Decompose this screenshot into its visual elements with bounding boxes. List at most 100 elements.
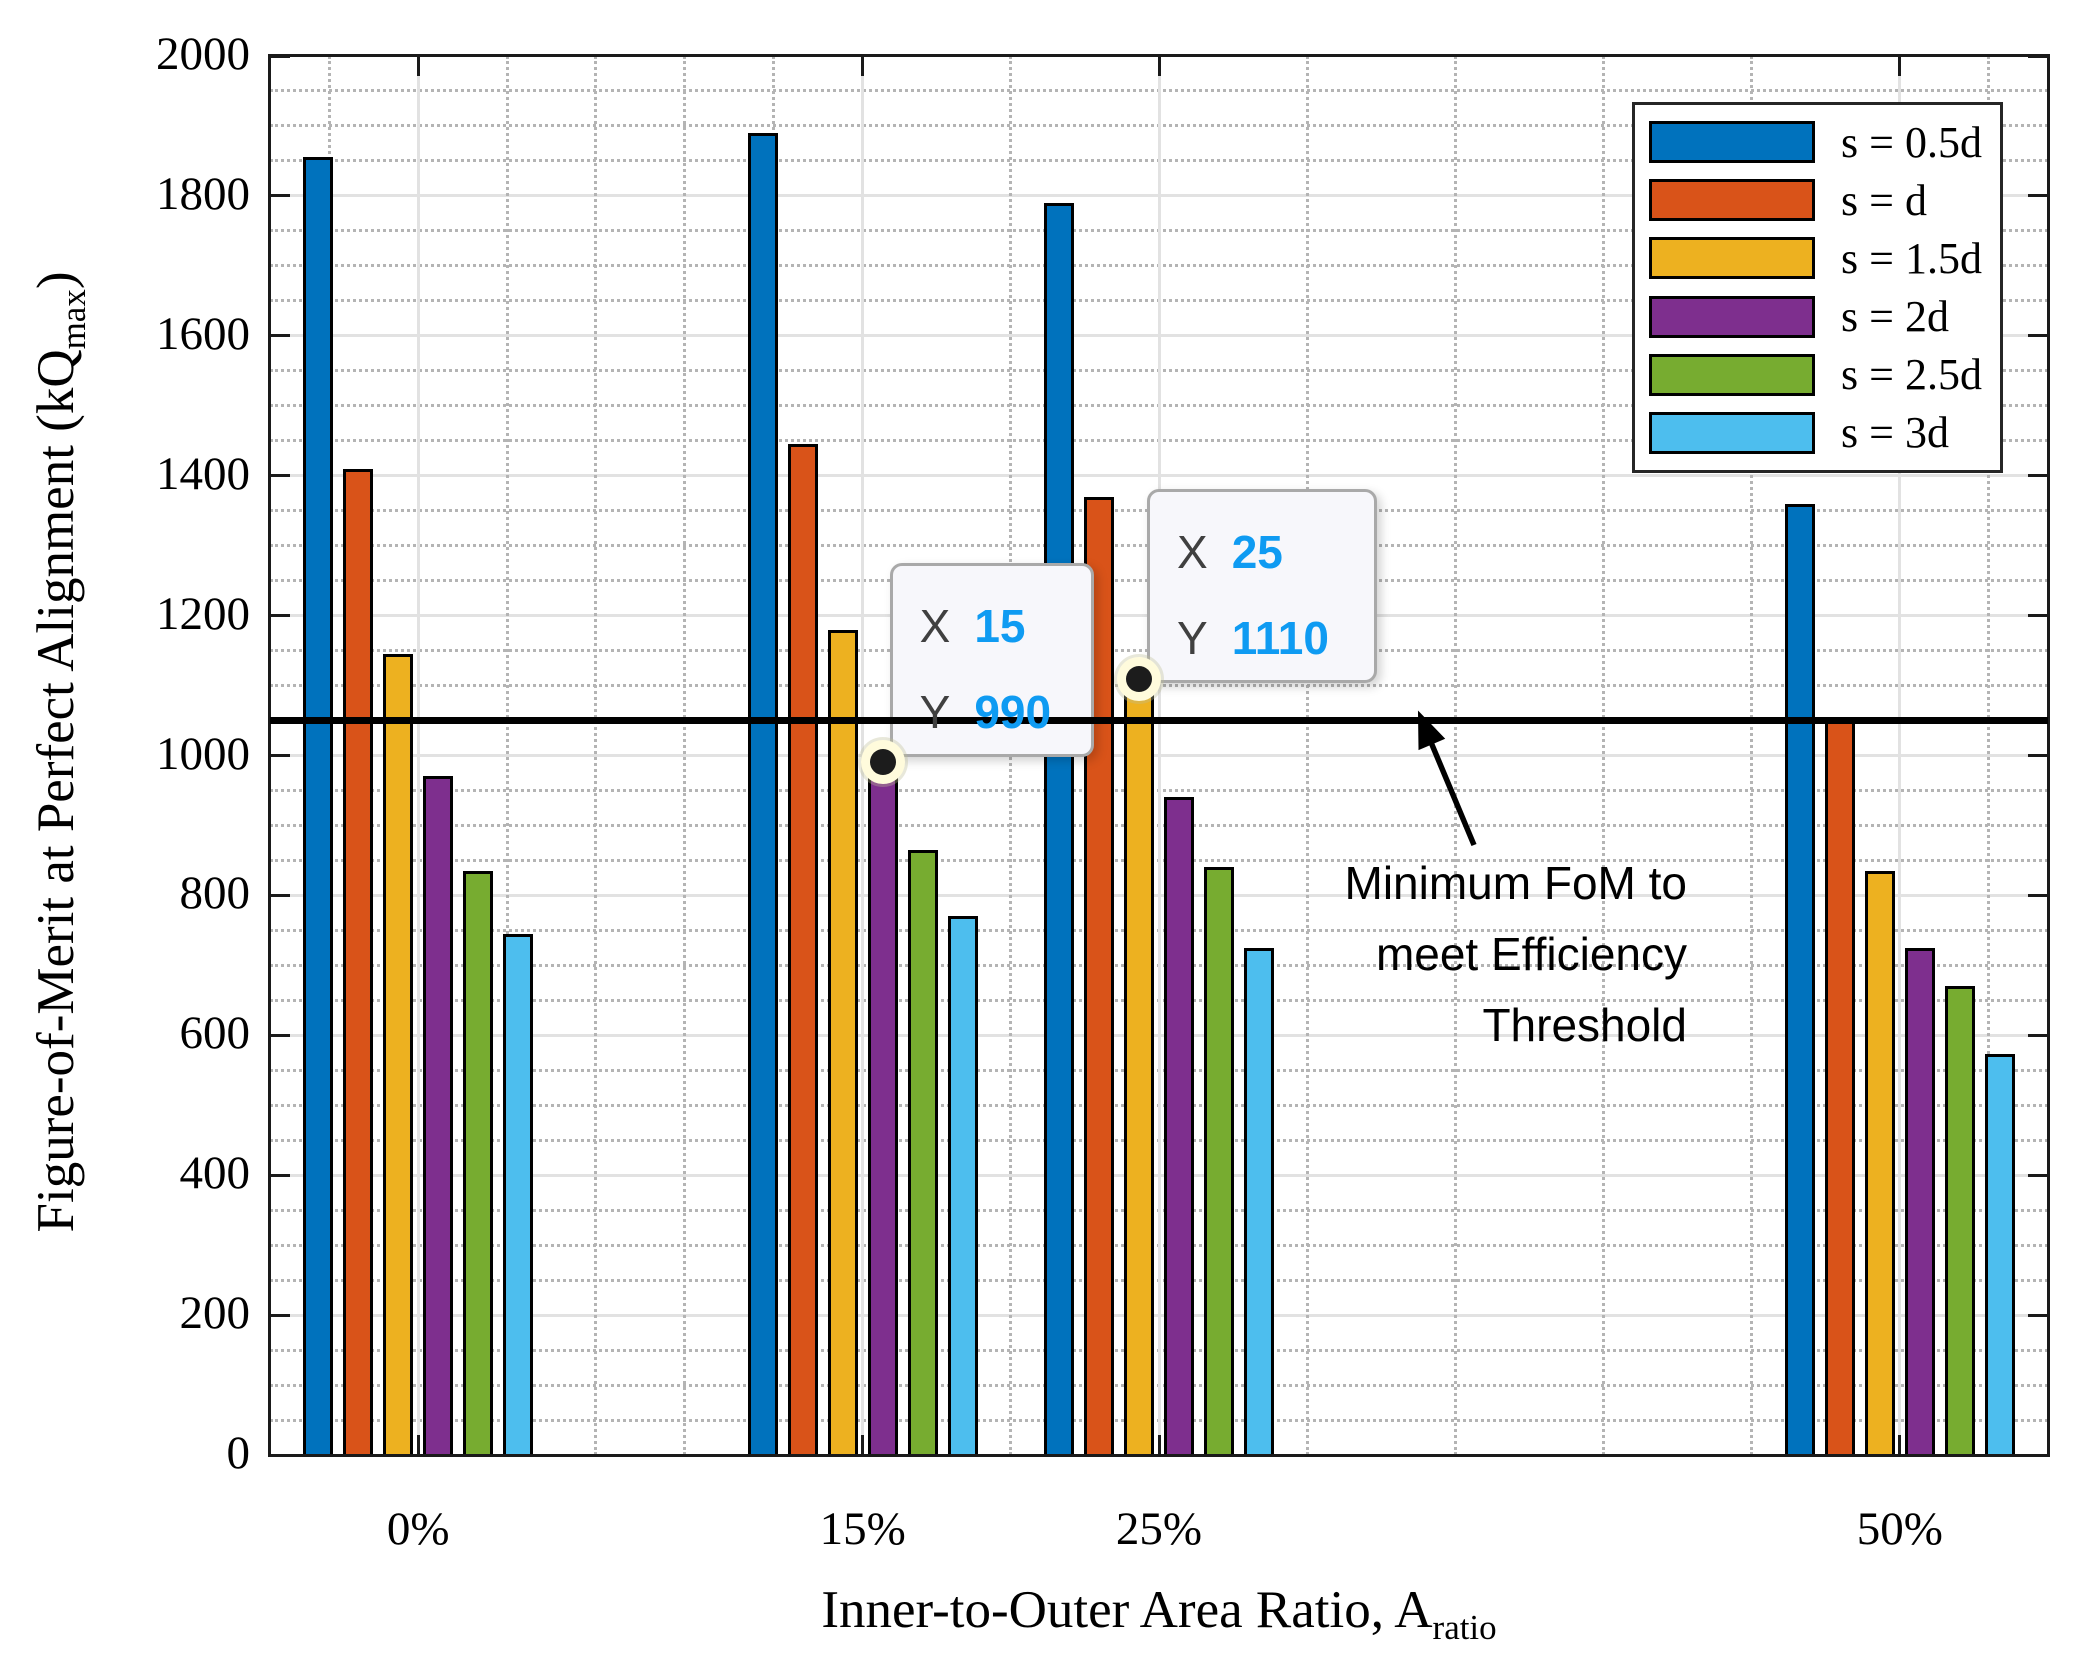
y-tick-left bbox=[270, 1453, 290, 1457]
y-tick-right bbox=[2028, 54, 2048, 58]
y-tick-right bbox=[2028, 1173, 2048, 1177]
y-tick-label: 400 bbox=[179, 1147, 251, 1200]
y-gridline-minor bbox=[270, 1103, 2048, 1107]
x-axis-label-subscript: ratio bbox=[1432, 1607, 1497, 1647]
datatip-value: 15 bbox=[974, 600, 1026, 653]
y-tick-right bbox=[2028, 1313, 2048, 1317]
datatip-2-text: X 25 Y 1110 bbox=[1147, 489, 1377, 683]
y-tick-left bbox=[270, 334, 290, 338]
y-gridline-minor bbox=[270, 1068, 2048, 1072]
bar-s=0.5d-25%[interactable] bbox=[1044, 202, 1074, 1457]
y-tick-left bbox=[270, 54, 290, 58]
legend-swatch bbox=[1649, 179, 1815, 222]
y-tick-right bbox=[2028, 1033, 2048, 1037]
y-tick-right bbox=[2028, 194, 2048, 198]
x-tick-label: 50% bbox=[1856, 1503, 1943, 1555]
bar-s=2d-50%[interactable] bbox=[1904, 947, 1935, 1457]
bar-s=2.5d-0%[interactable] bbox=[463, 870, 494, 1457]
bar-s=1.5d-15%[interactable] bbox=[827, 629, 858, 1457]
bar-s=d-15%[interactable] bbox=[787, 444, 818, 1457]
x-tick-label: 15% bbox=[819, 1503, 906, 1555]
y-gridline-minor bbox=[270, 1208, 2048, 1212]
bar-s=0.5d-50%[interactable] bbox=[1784, 503, 1815, 1457]
annotation-line-3: Threshold bbox=[1482, 999, 1687, 1051]
legend-swatch bbox=[1649, 121, 1815, 164]
y-gridline-minor bbox=[270, 963, 2048, 967]
y-tick-left bbox=[270, 1313, 290, 1317]
datatip-1-marker[interactable] bbox=[869, 749, 896, 776]
x-gridline-minor bbox=[594, 56, 598, 1455]
bar-s=3d-25%[interactable] bbox=[1244, 947, 1274, 1457]
datatip-2-row-0: X 25 bbox=[1177, 529, 1377, 575]
datatip-2-row-1: Y 1110 bbox=[1177, 615, 1377, 661]
y-tick-label: 600 bbox=[179, 1007, 251, 1060]
bar-s=3d-50%[interactable] bbox=[1984, 1054, 2015, 1457]
y-tick-right bbox=[2028, 754, 2048, 757]
bar-s=3d-0%[interactable] bbox=[503, 933, 534, 1457]
bar-s=2.5d-25%[interactable] bbox=[1204, 867, 1234, 1457]
y-gridline-major bbox=[270, 1173, 2048, 1177]
bar-s=2.5d-15%[interactable] bbox=[907, 849, 938, 1457]
x-gridline-major bbox=[1157, 56, 1161, 1455]
x-tick-top bbox=[1157, 56, 1161, 76]
datatip-2-marker[interactable] bbox=[1126, 665, 1152, 692]
x-tick-top bbox=[416, 56, 420, 76]
x-gridline-minor bbox=[1305, 56, 1309, 1455]
x-axis-label: Inner-to-Outer Area Ratio, Aratio bbox=[821, 1580, 1496, 1648]
bar-s=0.5d-15%[interactable] bbox=[747, 132, 778, 1457]
y-gridline-major bbox=[270, 1313, 2048, 1317]
y-tick-label: 1200 bbox=[156, 587, 250, 640]
y-tick-left bbox=[270, 614, 290, 618]
y-gridline-minor bbox=[270, 1383, 2048, 1387]
legend-item-2: s = 1.5d bbox=[1649, 233, 1994, 284]
bar-s=1.5d-0%[interactable] bbox=[383, 654, 414, 1457]
datatip-1-text: X 15 Y 990 bbox=[890, 563, 1094, 757]
datatip-1-row-1: Y 990 bbox=[920, 689, 1094, 735]
x-tick-label: 25% bbox=[1115, 1503, 1203, 1555]
bar-s=3d-15%[interactable] bbox=[947, 916, 978, 1457]
y-gridline-minor bbox=[270, 858, 2048, 862]
y-tick-right bbox=[2028, 614, 2048, 618]
datatip-1-row-0: X 15 bbox=[920, 603, 1094, 649]
y-gridline-major bbox=[270, 893, 2048, 897]
x-axis-label-main: Inner-to-Outer Area Ratio, A bbox=[821, 1581, 1433, 1640]
datatip-key: X bbox=[1177, 525, 1208, 578]
legend-label: s = 2d bbox=[1841, 292, 1949, 342]
y-tick-right bbox=[2028, 334, 2048, 338]
y-gridline-major bbox=[270, 1033, 2048, 1037]
y-tick-left bbox=[270, 893, 290, 897]
x-tick-bottom bbox=[416, 1435, 420, 1455]
x-tick-top bbox=[1898, 56, 1902, 76]
bar-s=2.5d-50%[interactable] bbox=[1944, 986, 1975, 1457]
y-tick-left bbox=[270, 754, 290, 757]
bar-s=2d-25%[interactable] bbox=[1164, 797, 1194, 1457]
x-tick-bottom bbox=[1157, 1435, 1161, 1455]
datatip-value: 990 bbox=[974, 686, 1052, 739]
datatip-value: 25 bbox=[1231, 525, 1283, 578]
x-tick-bottom bbox=[861, 1435, 865, 1455]
y-gridline-minor bbox=[270, 684, 2048, 688]
bar-s=1.5d-50%[interactable] bbox=[1864, 870, 1895, 1457]
legend-item-0: s = 0.5d bbox=[1649, 117, 1994, 168]
y-gridline-minor bbox=[270, 1278, 2048, 1282]
bar-s=0.5d-0%[interactable] bbox=[303, 157, 334, 1457]
y-gridline-minor bbox=[270, 89, 2048, 93]
bar-s=d-0%[interactable] bbox=[343, 468, 374, 1457]
y-axis-label-main: Figure-of-Merit at Perfect Alignment (kQ bbox=[27, 349, 86, 1233]
bar-s=d-25%[interactable] bbox=[1084, 496, 1114, 1457]
bar-s=2d-15%[interactable] bbox=[867, 762, 898, 1457]
y-gridline-major bbox=[270, 754, 2048, 757]
y-gridline-minor bbox=[270, 1418, 2048, 1422]
annotation-line-2: meet Efficiency bbox=[1375, 928, 1687, 980]
y-tick-label: 1400 bbox=[156, 447, 250, 500]
datatip-key: Y bbox=[1177, 611, 1208, 664]
y-tick-right bbox=[2028, 474, 2048, 478]
legend-item-1: s = d bbox=[1649, 175, 1994, 226]
y-gridline-minor bbox=[270, 928, 2048, 932]
bar-s=1.5d-25%[interactable] bbox=[1124, 678, 1154, 1457]
bar-s=d-50%[interactable] bbox=[1824, 717, 1855, 1457]
bar-s=2d-0%[interactable] bbox=[423, 776, 454, 1457]
y-tick-left bbox=[270, 474, 290, 478]
x-tick-bottom bbox=[1898, 1435, 1902, 1455]
